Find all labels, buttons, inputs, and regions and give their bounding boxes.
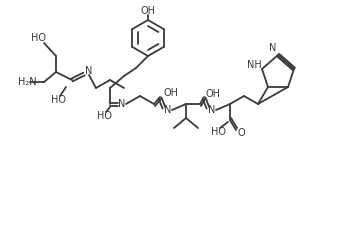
Text: N: N xyxy=(208,105,216,115)
Text: OH: OH xyxy=(140,6,155,16)
Text: HO: HO xyxy=(31,33,45,43)
Text: NH: NH xyxy=(247,60,261,70)
Text: H₂N: H₂N xyxy=(18,77,36,87)
Text: OH: OH xyxy=(206,89,221,99)
Text: HO: HO xyxy=(97,111,111,121)
Text: OH: OH xyxy=(163,88,178,98)
Text: N: N xyxy=(164,105,172,115)
Text: O: O xyxy=(238,128,246,138)
Text: N: N xyxy=(85,66,93,76)
Text: N: N xyxy=(118,99,126,109)
Text: HO: HO xyxy=(51,95,65,105)
Text: N: N xyxy=(269,43,277,53)
Text: HO: HO xyxy=(211,127,226,137)
